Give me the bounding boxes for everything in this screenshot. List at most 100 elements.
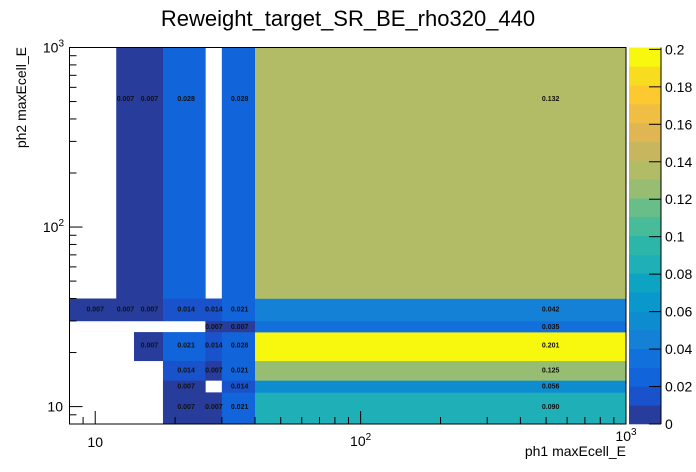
heatmap-cell xyxy=(205,298,223,322)
heatmap-cell xyxy=(255,332,627,362)
heatmap-cell xyxy=(205,392,223,425)
heatmap-cell xyxy=(133,298,164,322)
colorbar-level xyxy=(629,160,661,180)
colorbar-tick-label: 0.14 xyxy=(665,154,692,170)
heatmap-cell xyxy=(205,360,223,381)
cell-value-label: 0.014 xyxy=(231,384,249,391)
cell-value-label: 0.014 xyxy=(205,343,223,350)
heatmap-cell xyxy=(221,392,256,425)
cell-value-label: 0.007 xyxy=(141,306,159,313)
heatmap-cell xyxy=(255,380,627,393)
colorbar-level xyxy=(629,367,661,387)
colorbar-level xyxy=(629,235,661,255)
heatmap-cell xyxy=(255,320,627,333)
colorbar-level xyxy=(629,292,661,312)
axes: 10 102 103 10 102 103 xyxy=(43,39,637,451)
colorbar-level xyxy=(629,329,661,349)
colorbar-level xyxy=(629,254,661,274)
colorbar-level xyxy=(629,273,661,293)
heatmap-cell xyxy=(205,320,223,333)
cell-value-label: 0.028 xyxy=(231,343,249,350)
heatmap-cell xyxy=(133,332,164,362)
cell-value-label: 0.014 xyxy=(205,306,223,313)
heatmap-cells xyxy=(69,47,627,425)
cell-value-label: 0.125 xyxy=(542,367,560,374)
heatmap-cell xyxy=(255,360,627,381)
cell-value-label: 0.007 xyxy=(205,324,223,331)
colorbar-tick-label: 0.2 xyxy=(665,41,685,57)
y-tick-label: 103 xyxy=(43,39,65,56)
colorbar-level xyxy=(629,47,661,67)
heatmap-cell xyxy=(221,47,256,299)
chart-title: Reweight_target_SR_BE_rho320_440 xyxy=(161,6,535,31)
colorbar-level xyxy=(629,179,661,199)
colorbar-level xyxy=(629,216,661,237)
cell-value-label: 0.021 xyxy=(231,306,249,313)
heatmap-cell xyxy=(221,298,256,322)
heatmap-cell xyxy=(205,332,223,362)
cell-value-label: 0.007 xyxy=(86,306,104,313)
colorbar-tick-label: 0.18 xyxy=(665,79,692,95)
cell-value-label: 0.028 xyxy=(231,96,249,103)
cell-value-label: 0.007 xyxy=(117,306,135,313)
colorbar-tick-label: 0 xyxy=(665,416,673,432)
heatmap-cell xyxy=(221,320,256,333)
colorbar-level xyxy=(629,103,661,124)
colorbar-tick-label: 0.08 xyxy=(665,266,692,282)
heatmap-cell xyxy=(221,380,256,393)
cell-value-label: 0.014 xyxy=(177,367,195,374)
heatmap-cell xyxy=(162,298,206,322)
colorbar-level xyxy=(629,198,661,218)
x-axis-title: ph1 maxEcell_E xyxy=(525,443,626,459)
heatmap-cell xyxy=(162,360,206,381)
colorbar-level xyxy=(629,85,661,105)
cell-value-label: 0.021 xyxy=(231,367,249,374)
heatmap-cell xyxy=(162,332,206,362)
colorbar-tick-label: 0.16 xyxy=(665,116,692,132)
cell-value-label: 0.201 xyxy=(542,343,560,350)
heatmap-cell xyxy=(133,47,164,299)
colorbar-level xyxy=(629,311,661,331)
heatmap-cell xyxy=(69,298,117,322)
color-scale-bar: 0 0.02 0.04 0.06 0.08 0.1 0.12 0.14 0.16 0.18 0.2 xyxy=(629,41,692,432)
cell-value-label: 0.035 xyxy=(542,324,560,331)
colorbar-tick-label: 0.12 xyxy=(665,191,692,207)
cell-value-label: 0.007 xyxy=(231,324,249,331)
cell-value-label: 0.007 xyxy=(205,367,223,374)
colorbar-level xyxy=(629,405,661,425)
heatmap-cell xyxy=(116,47,135,299)
x-tick-label: 103 xyxy=(615,427,637,444)
cell-value-label: 0.021 xyxy=(177,343,195,350)
y-axis-title: ph2 maxEcell_E xyxy=(13,47,29,148)
cell-value-label: 0.042 xyxy=(542,306,560,313)
y-tick-label: 10 xyxy=(47,399,63,415)
cell-value-label: 0.021 xyxy=(231,404,249,411)
colorbar-level xyxy=(629,348,661,368)
x-tick-label: 102 xyxy=(350,432,372,449)
colorbar-tick-label: 0.04 xyxy=(665,341,692,357)
heatmap-cell xyxy=(255,47,627,299)
colorbar-tick-label: 0.06 xyxy=(665,304,692,320)
heatmap-cell xyxy=(221,360,256,381)
cell-value-label: 0.090 xyxy=(542,404,560,411)
cell-value-label: 0.014 xyxy=(177,306,195,313)
cell-value-label: 0.007 xyxy=(117,96,135,103)
colorbar-level xyxy=(629,141,661,161)
heatmap-cell xyxy=(162,392,206,425)
y-tick-label: 102 xyxy=(43,218,65,235)
heatmap-cell xyxy=(255,298,627,322)
heatmap-cell xyxy=(221,332,256,362)
heatmap-cell xyxy=(162,47,206,299)
colorbar-level xyxy=(629,386,661,406)
cell-value-label: 0.007 xyxy=(177,384,195,391)
heatmap-cell xyxy=(162,380,206,393)
heatmap-cell xyxy=(116,298,135,322)
cell-value-label: 0.007 xyxy=(205,404,223,411)
colorbar-tick-label: 0.02 xyxy=(665,379,692,395)
cell-value-label: 0.007 xyxy=(141,343,159,350)
x-tick-label: 10 xyxy=(87,434,103,450)
colorbar-level xyxy=(629,66,661,86)
heatmap-cell-labels: 0.007 0.007 0.021 0.090 0.007 0.014 0.056 0.014… xyxy=(86,96,559,411)
cell-value-label: 0.028 xyxy=(177,96,195,103)
